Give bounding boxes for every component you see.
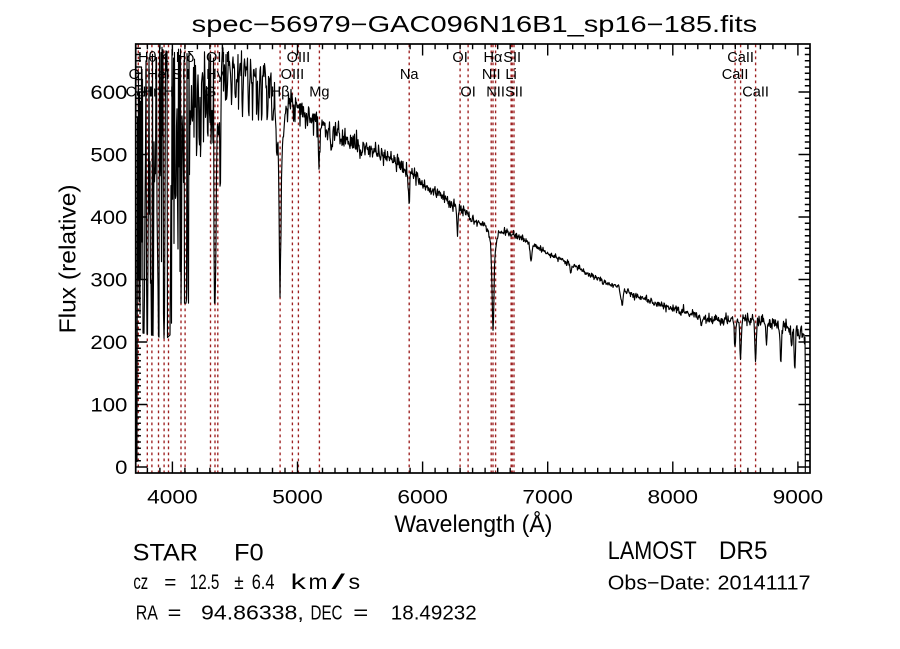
svg-text:DEC: DEC	[311, 602, 343, 624]
svg-text:6000: 6000	[397, 487, 448, 508]
svg-text:5000: 5000	[272, 487, 323, 508]
svg-text:NII: NII	[486, 84, 505, 100]
svg-text:OIII: OIII	[287, 50, 311, 66]
svg-text:RA: RA	[136, 602, 159, 624]
svg-text:200: 200	[90, 333, 127, 354]
svg-text:±: ±	[234, 572, 243, 594]
svg-text:Hθ: Hθ	[138, 50, 157, 66]
svg-text:Na: Na	[400, 67, 420, 83]
svg-text:CaII: CaII	[742, 84, 769, 100]
svg-text:Obs−Date:: Obs−Date:	[608, 573, 711, 595]
svg-text:OIII: OIII	[281, 67, 305, 83]
svg-text:SII: SII	[172, 67, 190, 83]
svg-text:OIII: OIII	[206, 50, 230, 66]
svg-text:94.86338,: 94.86338,	[201, 602, 304, 624]
svg-text:OII: OII	[129, 67, 148, 83]
svg-text:G: G	[205, 84, 216, 100]
svg-text:STAR: STAR	[133, 540, 198, 567]
svg-text:NII: NII	[482, 67, 501, 83]
svg-text:6.4: 6.4	[252, 570, 275, 594]
svg-text:Hα: Hα	[484, 50, 504, 66]
svg-text:8000: 8000	[648, 487, 699, 508]
svg-text:H: H	[163, 84, 174, 100]
svg-text:DR5: DR5	[719, 537, 768, 565]
svg-text:12.5: 12.5	[190, 570, 220, 594]
svg-text:=: =	[168, 602, 182, 624]
svg-text:4000: 4000	[147, 487, 198, 508]
svg-text:k: k	[291, 571, 307, 594]
svg-text:Mg: Mg	[309, 84, 329, 100]
svg-text:SII: SII	[503, 50, 521, 66]
svg-text:OI: OI	[460, 84, 475, 100]
svg-text:600: 600	[90, 83, 127, 104]
svg-text:OI: OI	[452, 50, 467, 66]
svg-text:Hβ: Hβ	[271, 84, 290, 100]
svg-text:SII: SII	[505, 84, 523, 100]
svg-text:m: m	[309, 571, 328, 594]
svg-text:HeI: HeI	[147, 67, 170, 83]
svg-text:18.49232: 18.49232	[391, 602, 477, 624]
svg-text:Wavelength (Å): Wavelength (Å)	[394, 510, 552, 538]
svg-text:CaII: CaII	[727, 50, 754, 66]
svg-text:300: 300	[90, 271, 127, 292]
svg-text:7000: 7000	[522, 487, 573, 508]
svg-text:Hγ: Hγ	[206, 67, 225, 83]
svg-text:=: =	[164, 572, 176, 594]
svg-text:LAMOST: LAMOST	[608, 537, 697, 565]
svg-text:K: K	[159, 50, 169, 66]
svg-text:CaII: CaII	[126, 84, 153, 100]
svg-text:100: 100	[90, 396, 127, 417]
svg-text:s: s	[349, 571, 361, 594]
svg-text:F0: F0	[234, 540, 264, 567]
svg-text:20141117: 20141117	[718, 573, 811, 595]
svg-text:Hδ: Hδ	[176, 50, 195, 66]
svg-text:400: 400	[90, 208, 127, 229]
svg-text:500: 500	[90, 146, 127, 167]
svg-text:0: 0	[115, 458, 127, 479]
svg-text:Hη: Hη	[143, 84, 162, 100]
svg-text:9000: 9000	[773, 487, 824, 508]
svg-text:Flux (relative): Flux (relative)	[55, 184, 81, 333]
svg-text:CaII: CaII	[722, 67, 749, 83]
svg-text:Li: Li	[505, 67, 516, 83]
svg-text:/: /	[332, 571, 346, 594]
svg-text:cz: cz	[133, 571, 148, 594]
svg-text:=: =	[353, 602, 368, 624]
svg-text:spec−56979−GAC096N16B1_sp16−18: spec−56979−GAC096N16B1_sp16−185.fits	[192, 11, 758, 37]
